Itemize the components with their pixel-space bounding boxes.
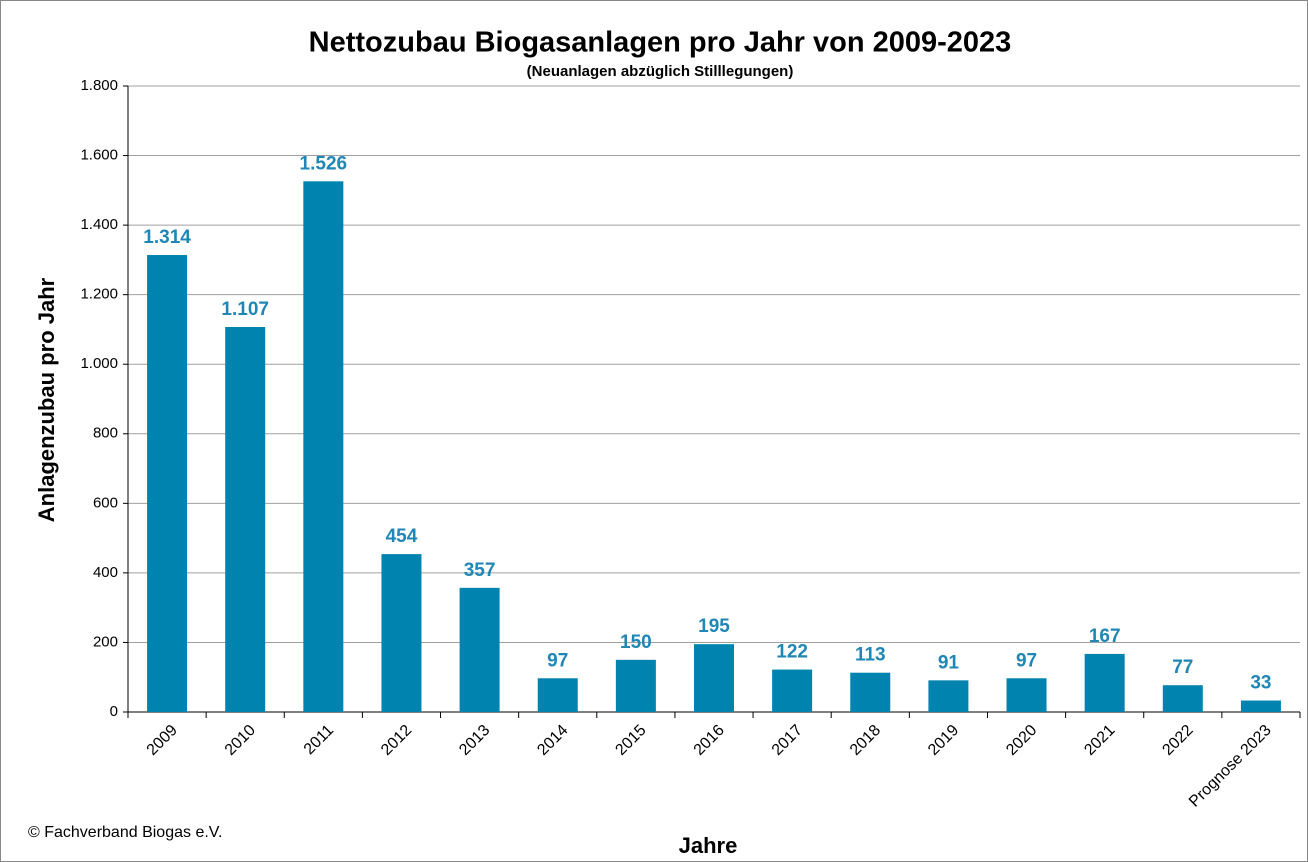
bar bbox=[147, 255, 188, 712]
bar bbox=[1240, 700, 1281, 712]
source-note: © Fachverband Biogas e.V. bbox=[28, 824, 222, 841]
value-label: 357 bbox=[464, 560, 496, 581]
y-axis-label: Anlagenzubau pro Jahr bbox=[34, 277, 59, 522]
bar bbox=[615, 659, 656, 712]
chart-title: Nettozubau Biogasanlagen pro Jahr von 20… bbox=[309, 27, 1012, 59]
y-tick-label: 0 bbox=[110, 703, 118, 720]
y-tick-label: 1.400 bbox=[80, 216, 118, 233]
bar bbox=[1006, 678, 1047, 712]
value-label: 195 bbox=[698, 616, 730, 637]
value-label: 33 bbox=[1250, 673, 1271, 694]
value-label: 122 bbox=[776, 642, 808, 663]
bar bbox=[537, 678, 578, 712]
y-tick-label: 1.000 bbox=[80, 355, 118, 372]
value-label: 1.107 bbox=[221, 299, 269, 320]
y-tick-label: 400 bbox=[93, 564, 118, 581]
bar bbox=[928, 680, 969, 712]
value-label: 113 bbox=[855, 645, 886, 666]
bar bbox=[381, 554, 422, 712]
bar bbox=[225, 327, 266, 712]
value-label: 77 bbox=[1172, 657, 1193, 678]
value-label: 454 bbox=[386, 526, 418, 547]
value-label: 97 bbox=[1016, 650, 1037, 671]
bar bbox=[772, 669, 813, 712]
value-label: 167 bbox=[1089, 626, 1121, 647]
bar bbox=[850, 672, 891, 712]
value-label: 91 bbox=[938, 652, 960, 673]
x-axis-label: Jahre bbox=[679, 833, 738, 858]
y-tick-label: 200 bbox=[93, 633, 118, 650]
bar bbox=[694, 644, 734, 712]
value-label: 1.314 bbox=[143, 227, 191, 248]
y-tick-label: 1.800 bbox=[80, 77, 118, 94]
value-label: 97 bbox=[547, 650, 568, 671]
bar bbox=[1162, 685, 1203, 712]
y-tick-label: 1.600 bbox=[80, 147, 118, 164]
bar bbox=[303, 181, 344, 712]
chart-subtitle: (Neuanlagen abzüglich Stilllegungen) bbox=[527, 63, 794, 80]
y-tick-label: 800 bbox=[93, 425, 118, 442]
y-tick-label: 600 bbox=[93, 494, 118, 511]
y-tick-label: 1.200 bbox=[80, 286, 118, 303]
bar bbox=[1084, 653, 1125, 712]
value-label: 1.526 bbox=[300, 153, 348, 174]
value-label: 150 bbox=[620, 632, 652, 653]
bar bbox=[459, 587, 500, 712]
